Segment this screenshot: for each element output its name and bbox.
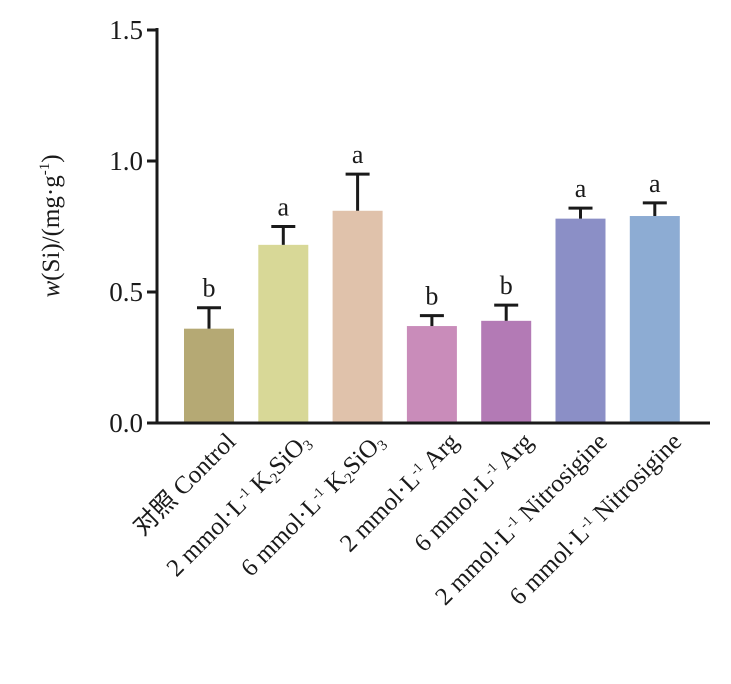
significance-label: a [575,174,587,203]
y-axis-title-close: ) [38,154,65,162]
y-axis-title-unit: (Si)/(mg·g [38,175,65,281]
bar [555,218,606,422]
y-tick-label: 1.0 [109,146,143,176]
y-axis-title-var: w [38,281,65,298]
bar [406,326,457,422]
y-tick-label: 0.5 [109,277,143,307]
significance-label: b [203,274,216,303]
x-tick-label-part: 6 mmol·L [236,492,326,582]
significance-label: b [500,271,513,300]
y-tick-label: 0.0 [109,408,143,438]
bar [481,320,532,422]
y-tick-label: 1.5 [109,15,143,45]
bars [184,172,680,422]
bar [258,244,309,422]
axes: 0.0 0.5 1.0 1.5 [109,15,710,438]
y-axis-title: w(Si)/(mg·g-1) [37,154,65,297]
bar [332,210,383,422]
significance-label: b [425,282,438,311]
x-tick-label-part: 6 mmol·L [505,520,595,610]
significance-label: a [352,140,364,169]
significance-label: a [278,193,290,222]
y-axis-title-sup: -1 [37,163,53,176]
significance-label: a [649,169,661,198]
bar [629,216,680,422]
bar [184,328,234,422]
